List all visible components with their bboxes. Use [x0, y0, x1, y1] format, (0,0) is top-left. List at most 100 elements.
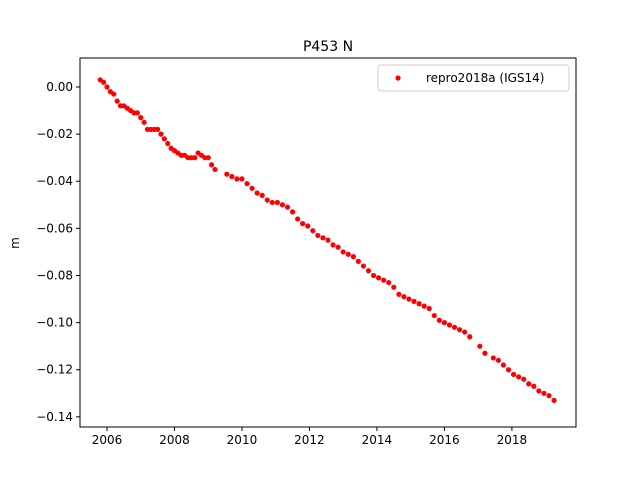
data-point [111, 91, 117, 97]
data-point [521, 376, 527, 382]
data-point [300, 221, 306, 227]
data-point [315, 232, 321, 239]
x-tick-label: 2014 [362, 433, 393, 447]
x-tick-label: 2008 [159, 433, 190, 447]
data-point [401, 294, 407, 300]
data-point [264, 197, 270, 203]
data-point [279, 202, 286, 208]
data-point [141, 119, 147, 125]
data-point [284, 204, 291, 210]
x-tick-label: 2018 [497, 433, 528, 447]
x-tick-label: 2016 [429, 433, 460, 447]
x-tick-label: 2012 [294, 433, 325, 447]
plot-frame [79, 57, 577, 428]
data-point [531, 383, 537, 389]
data-points [97, 77, 557, 403]
data-point [421, 303, 427, 309]
y-tick-label: −0.04 [36, 174, 73, 188]
x-tick-label: 2010 [227, 433, 258, 447]
data-point [192, 155, 198, 161]
legend: repro2018a (IGS14) [377, 64, 570, 92]
data-point [370, 272, 377, 279]
data-point [360, 263, 367, 269]
data-point [158, 131, 164, 137]
data-point [161, 136, 167, 142]
data-point [411, 298, 417, 305]
data-point [451, 324, 458, 330]
data-point [259, 192, 265, 198]
data-point [212, 166, 218, 173]
data-point [456, 327, 463, 333]
x-tick-label: 2006 [92, 433, 123, 447]
data-point [426, 305, 432, 312]
data-point [340, 249, 346, 255]
data-point [431, 312, 437, 319]
data-point [295, 216, 301, 222]
data-point [289, 209, 296, 215]
data-point [416, 301, 422, 307]
data-point [274, 199, 280, 206]
data-point [536, 388, 542, 394]
legend-marker [395, 75, 401, 81]
data-point [441, 320, 448, 326]
data-point [350, 254, 356, 260]
data-point [345, 251, 351, 257]
y-tick-label: 0.00 [46, 80, 73, 94]
data-point [477, 343, 483, 349]
data-point [320, 235, 326, 241]
data-point [396, 291, 402, 297]
data-point [355, 258, 361, 264]
data-point [462, 329, 468, 335]
y-tick-label: −0.10 [36, 316, 73, 330]
data-point [310, 228, 316, 234]
data-point [234, 176, 240, 182]
data-point [330, 242, 336, 248]
data-point [391, 284, 397, 290]
data-point [516, 374, 522, 380]
data-point [335, 244, 341, 250]
y-axis-label: m [8, 237, 22, 249]
data-point [406, 296, 412, 302]
data-point [541, 390, 547, 396]
data-point [467, 334, 473, 340]
data-point [239, 176, 245, 182]
data-point [495, 357, 501, 363]
data-point [104, 84, 110, 90]
data-point [155, 126, 161, 132]
data-point [482, 350, 488, 356]
data-point [446, 322, 453, 328]
y-axis-ticks: 0.00 −0.02 −0.04 −0.06 −0.08 −0.10 −0.12 −0.14 [36, 80, 80, 424]
data-point [269, 199, 275, 206]
data-point [134, 110, 140, 116]
data-point [325, 237, 331, 243]
data-point [376, 275, 382, 281]
data-point [114, 98, 120, 104]
data-point [551, 397, 557, 403]
y-tick-label: −0.14 [36, 410, 73, 424]
data-point [546, 393, 552, 399]
chart-title: P453 N [303, 39, 353, 55]
data-point [386, 279, 392, 286]
data-point [101, 79, 107, 85]
data-point [249, 185, 255, 191]
y-tick-label: −0.08 [36, 268, 73, 282]
data-point [205, 155, 211, 161]
y-tick-label: −0.12 [36, 363, 73, 377]
y-tick-label: −0.02 [36, 127, 73, 141]
data-point [510, 371, 517, 378]
data-point [436, 317, 442, 323]
data-point [208, 162, 215, 168]
data-point [254, 190, 260, 196]
data-point [229, 173, 235, 180]
data-point [505, 367, 512, 373]
data-point [365, 268, 372, 274]
data-point [138, 115, 144, 121]
legend-box [377, 64, 570, 92]
data-point [224, 171, 230, 177]
legend-label: repro2018a (IGS14) [426, 71, 544, 85]
data-point [165, 140, 171, 147]
data-point [490, 355, 496, 361]
data-point [526, 381, 532, 387]
